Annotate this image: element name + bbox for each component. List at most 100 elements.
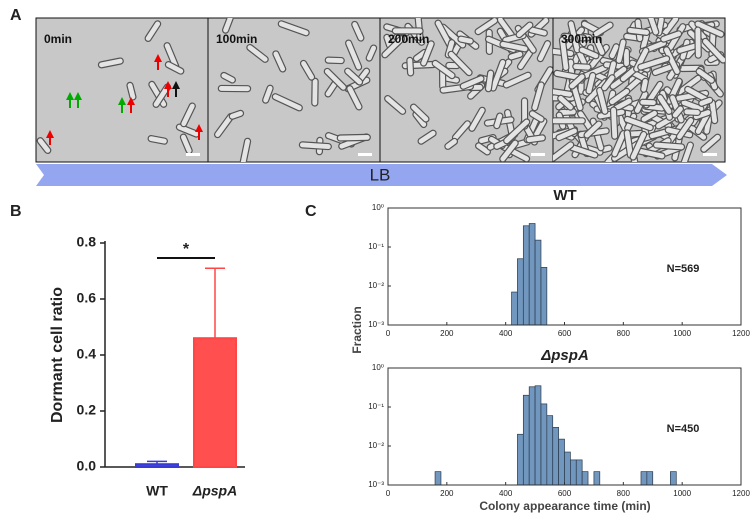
cell <box>493 112 504 130</box>
cell <box>484 69 495 93</box>
y-tick-label: 0.6 <box>77 290 97 306</box>
cell <box>694 20 725 38</box>
cell <box>555 127 579 142</box>
chart-title: WT <box>553 187 576 204</box>
cell <box>97 57 124 69</box>
x-tick-label: WT <box>146 483 168 499</box>
cell <box>600 74 616 92</box>
histogram-bar <box>528 223 536 326</box>
histogram-bar <box>540 403 548 486</box>
cell <box>344 67 364 86</box>
cell <box>147 135 168 145</box>
cell <box>615 38 627 64</box>
cell <box>623 115 654 132</box>
scale-bar <box>186 153 200 156</box>
cell <box>692 108 712 121</box>
x-tick-label: ΔpspA <box>192 483 237 499</box>
cell <box>536 40 552 63</box>
cell <box>592 21 614 38</box>
cell <box>311 77 319 107</box>
cell <box>324 56 345 65</box>
cell <box>384 94 407 115</box>
cell <box>499 139 519 162</box>
cell <box>217 84 252 93</box>
y-tick-label: 10⁻¹ <box>368 402 384 411</box>
cell <box>553 141 575 162</box>
y-tick-label: 10⁻² <box>368 281 384 290</box>
cell <box>698 96 714 107</box>
cells <box>36 20 200 155</box>
condition-label: LB <box>370 165 391 184</box>
frame-label: 0min <box>44 32 72 46</box>
y-tick-label: 0.4 <box>77 346 97 362</box>
cell <box>420 40 435 67</box>
histogram-bar <box>540 267 548 326</box>
cell <box>701 37 725 64</box>
cell <box>640 77 649 93</box>
histogram-bar <box>581 471 589 486</box>
cell <box>553 117 586 125</box>
cell <box>609 106 619 140</box>
frame-label: 200min <box>388 32 429 46</box>
significance-mark: * <box>183 241 190 258</box>
cell <box>608 43 620 60</box>
x-tick-label: 200 <box>440 489 454 498</box>
cell <box>608 87 631 106</box>
cell <box>381 35 406 59</box>
cell <box>272 50 287 73</box>
histogram-bar <box>528 386 536 486</box>
cell <box>568 73 586 90</box>
cell <box>459 75 485 90</box>
cell <box>444 137 459 150</box>
cell <box>239 137 252 162</box>
cell <box>346 85 363 111</box>
y-tick-label: 10⁻² <box>368 441 384 450</box>
x-tick-label: 600 <box>558 329 572 338</box>
histogram-bar <box>670 471 677 486</box>
cell <box>345 39 363 71</box>
cell <box>639 98 657 107</box>
cell <box>180 102 196 128</box>
cell <box>558 36 570 72</box>
x-axis-label: Colony appearance time (min) <box>479 499 650 513</box>
x-tick-label: 1000 <box>673 329 691 338</box>
sample-size: N=450 <box>667 423 700 435</box>
x-tick-label: 800 <box>617 489 631 498</box>
y-tick-label: 10⁻¹ <box>368 242 384 251</box>
cell <box>637 55 671 71</box>
cell <box>629 130 648 161</box>
cell <box>660 30 683 43</box>
bar <box>193 337 237 469</box>
cell <box>246 43 269 63</box>
cell <box>626 26 651 37</box>
time-arrow <box>36 164 727 186</box>
cell <box>417 129 437 145</box>
histogram-bar <box>511 291 518 326</box>
y-tick-label: 10⁻³ <box>368 480 384 489</box>
y-tick-label: 0.8 <box>77 234 97 250</box>
histogram-bar <box>564 451 571 486</box>
y-axis-label: Dormant cell ratio <box>49 287 66 423</box>
y-tick-label: 10⁻³ <box>368 320 384 329</box>
histogram-bar <box>522 394 530 486</box>
cell <box>656 93 673 115</box>
x-tick-label: 1000 <box>673 489 691 498</box>
cell <box>391 27 424 35</box>
bar <box>135 463 179 469</box>
x-tick-label: 1200 <box>732 329 750 338</box>
x-tick-label: 1200 <box>732 489 750 498</box>
histogram-bar <box>522 225 530 326</box>
cell <box>271 93 303 112</box>
cell <box>468 106 486 132</box>
cell <box>447 50 473 77</box>
cells <box>553 18 725 162</box>
cell <box>671 105 685 119</box>
cell <box>431 59 456 80</box>
panel-label: C <box>305 203 317 220</box>
cell <box>164 61 185 75</box>
scale-bar <box>358 153 372 156</box>
y-tick-label: 0.2 <box>77 402 97 418</box>
cell <box>578 46 600 60</box>
